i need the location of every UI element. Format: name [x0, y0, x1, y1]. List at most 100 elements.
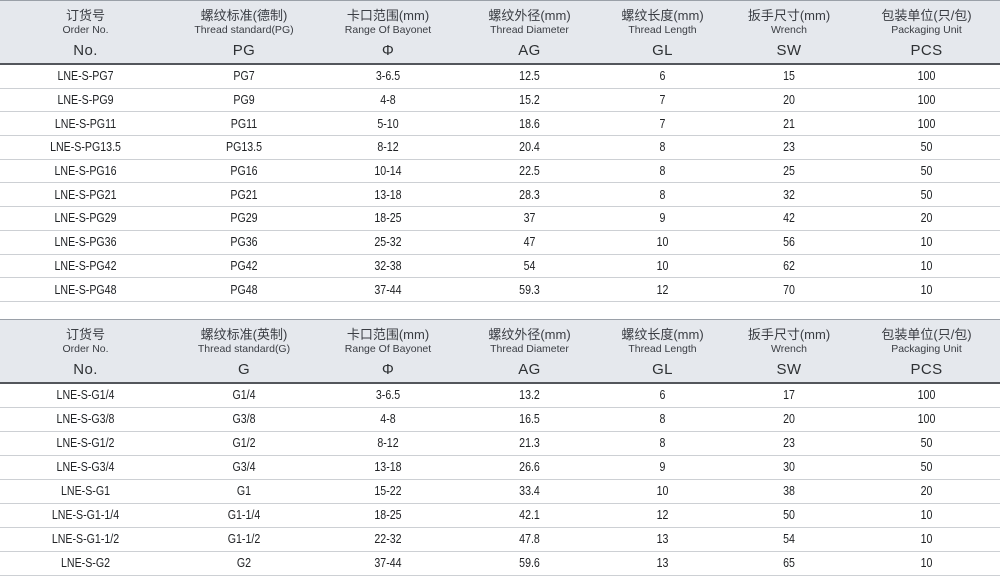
header-label-zh: 包装单位(只/包)	[881, 326, 972, 342]
table-cell: 37	[523, 211, 536, 226]
table-body: LNE-S-G1/4 G1/4 3-6.5 13.2 6 17 100 LNE-S-G3/8 G…	[0, 383, 1000, 576]
table-row: LNE-S-G1-1/2 G1-1/2 22-32 47.8 13 54 10	[0, 527, 1000, 552]
header-cell: 扳手尺寸(mm) Wrench SW	[725, 320, 853, 382]
table-cell: 22-32	[374, 532, 402, 547]
header-label-zh: 订货号	[65, 8, 105, 23]
table-header: 订货号 Order No. No. 螺纹标准(英制) Thread standard(G…	[0, 318, 1000, 384]
table-row: LNE-S-PG11 PG11 5-10 18.6 7 21 100	[0, 112, 1000, 137]
header-label-en: Wrench	[771, 342, 807, 355]
table-cell: 20	[783, 412, 795, 427]
table-cell: 59.6	[519, 556, 540, 571]
table-cell: 37-44	[374, 556, 402, 571]
header-cell: 螺纹长度(mm) Thread Length GL	[600, 1, 725, 63]
header-code: No.	[73, 42, 98, 59]
header-code: AG	[518, 42, 541, 59]
header-label-en: Wrench	[771, 24, 807, 36]
header-label-en: Packaging Unit	[891, 342, 962, 355]
table-body: LNE-S-PG7 PG7 3-6.5 12.5 6 15 100 LNE-S-PG9 PG9 4…	[0, 65, 1000, 302]
table-cell: 23	[783, 140, 795, 155]
table-cell: 10	[656, 235, 669, 250]
table-cell: PG9	[233, 93, 255, 108]
table-cell: 7	[659, 116, 666, 131]
header-cell: 订货号 Order No. No.	[0, 1, 171, 63]
table-cell: 26.6	[519, 460, 540, 475]
header-label-zh: 卡口范围(mm)	[346, 8, 430, 23]
header-cell: 螺纹长度(mm) Thread Length GL	[600, 320, 725, 382]
table-cell: PG36	[230, 235, 258, 250]
table-cell: 50	[920, 460, 933, 475]
table-row: LNE-S-G3/4 G3/4 13-18 26.6 9 30 50	[0, 455, 1000, 480]
table-row: LNE-S-PG48 PG48 37-44 59.3 12 70 10	[0, 278, 1000, 302]
table-cell: 25-32	[374, 235, 402, 250]
header-code: PCS	[910, 42, 943, 59]
table-cell: 4-8	[380, 412, 396, 427]
table-cell: 42	[783, 211, 795, 226]
table-cell: 18-25	[374, 211, 402, 226]
table-cell: LNE-S-PG7	[57, 69, 114, 84]
table-row: LNE-S-PG16 PG16 10-14 22.5 8 25 50	[0, 159, 1000, 184]
table-cell: LNE-S-G1/2	[56, 436, 115, 451]
header-code: No.	[73, 360, 98, 378]
table-cell: 4-8	[380, 93, 396, 108]
table-cell: 10	[920, 235, 933, 250]
table-cell: 38	[783, 484, 795, 499]
table-cell: LNE-S-G3/4	[56, 460, 115, 475]
table-cell: 23	[783, 436, 795, 451]
header-label-en: Order No.	[62, 24, 109, 36]
table-cell: G1-1/4	[227, 508, 261, 523]
table-cell: LNE-S-G1-1/4	[51, 508, 120, 523]
table-cell: G3/8	[232, 412, 256, 427]
table-cell: 21.3	[519, 436, 540, 451]
table-cell: 18-25	[374, 508, 402, 523]
header-label-zh: 螺纹外径(mm)	[488, 8, 571, 23]
table-cell: 7	[659, 93, 666, 108]
table-cell: 65	[783, 556, 795, 571]
table-cell: 100	[917, 412, 936, 427]
table-cell: 13	[656, 532, 669, 547]
table-cell: 12.5	[519, 69, 540, 84]
table-cell: 12	[656, 508, 669, 523]
header-label-zh: 螺纹外径(mm)	[488, 326, 571, 342]
header-code: GL	[652, 42, 673, 59]
table-cell: 32-38	[374, 258, 402, 273]
table-cell: LNE-S-PG16	[54, 164, 117, 179]
header-label-zh: 订货号	[65, 326, 105, 342]
table-cell: 8	[659, 412, 666, 427]
header-label-en: Range Of Bayonet	[344, 342, 432, 355]
header-label-zh: 螺纹标准(英制)	[200, 326, 288, 342]
table-cell: 5-10	[377, 116, 399, 131]
header-label-en: Thread Diameter	[490, 342, 569, 355]
table-cell: PG13.5	[225, 140, 263, 155]
table-cell: 22.5	[519, 164, 540, 179]
header-label-zh: 螺纹标准(德制)	[200, 8, 288, 23]
table-cell: 100	[917, 93, 936, 108]
table-header: 订货号 Order No. No. 螺纹标准(德制) Thread standard(P…	[0, 0, 1000, 65]
header-label-en: Thread Length	[628, 24, 697, 36]
table-cell: 3-6.5	[375, 388, 401, 403]
table-cell: 56	[783, 235, 795, 250]
header-label-zh: 扳手尺寸(mm)	[747, 8, 831, 23]
table-cell: 6	[659, 69, 666, 84]
table-cell: PG16	[230, 164, 258, 179]
table-cell: PG21	[230, 187, 258, 202]
table-cell: G1/4	[232, 388, 256, 403]
table-cell: 62	[783, 258, 795, 273]
table-cell: 15	[783, 69, 795, 84]
header-cell: 螺纹标准(德制) Thread standard(PG) PG	[171, 1, 317, 63]
header-code: PCS	[910, 360, 943, 378]
table-cell: 10	[656, 258, 669, 273]
table-cell: 100	[917, 116, 936, 131]
header-code: SW	[776, 42, 802, 59]
table-cell: 8-12	[377, 140, 399, 155]
g-thread-table: 订货号 Order No. No. 螺纹标准(英制) Thread standard(G…	[0, 318, 1000, 576]
table-cell: G1/2	[232, 436, 256, 451]
table-row: LNE-S-G3/8 G3/8 4-8 16.5 8 20 100	[0, 407, 1000, 432]
table-cell: 9	[659, 211, 666, 226]
table-row: LNE-S-PG9 PG9 4-8 15.2 7 20 100	[0, 88, 1000, 113]
table-row: LNE-S-PG7 PG7 3-6.5 12.5 6 15 100	[0, 65, 1000, 89]
table-cell: 100	[917, 69, 936, 84]
header-code: PG	[232, 42, 256, 59]
table-cell: 50	[920, 164, 933, 179]
header-label-en: Thread Length	[628, 342, 697, 355]
table-cell: LNE-S-PG29	[54, 211, 117, 226]
